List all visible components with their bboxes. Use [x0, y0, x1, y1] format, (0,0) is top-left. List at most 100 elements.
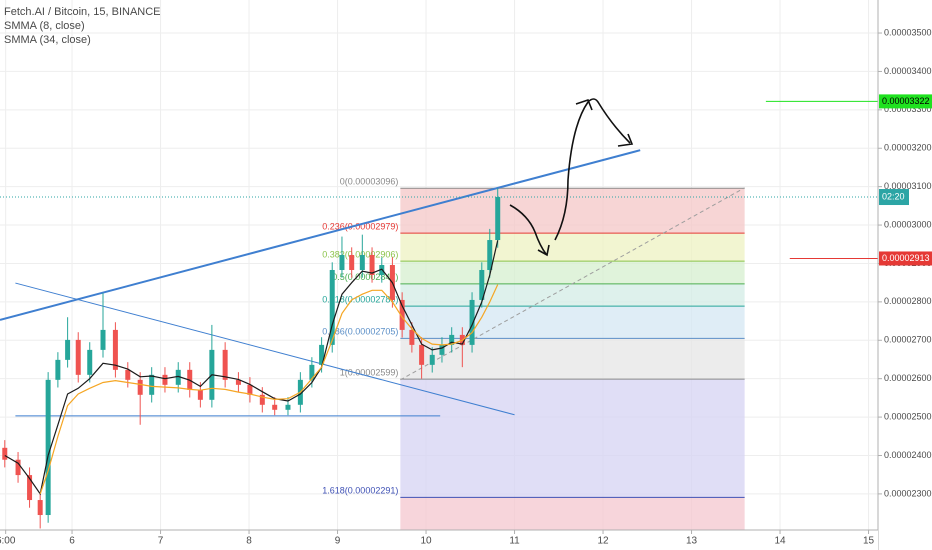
candle-body: [319, 344, 325, 365]
x-tick-label: 12: [597, 536, 609, 547]
labels: 0.00002300 0.00002400 0.00002500 0.00002600…: [0, 27, 932, 547]
arrow-stroke: [509, 204, 547, 255]
y-tick-label: 0.00002500: [884, 411, 932, 421]
candles: [2, 188, 501, 529]
price-label-box: [879, 94, 932, 109]
candle-body: [439, 344, 445, 355]
fib-zone: [400, 233, 745, 262]
fib-zone: [400, 188, 745, 234]
time-axis: [0, 530, 878, 550]
x-tick-label: 11: [509, 536, 520, 547]
candle-body: [359, 255, 365, 270]
price-label: 0.00003322: [882, 96, 930, 106]
price-label-box: [879, 251, 932, 266]
candle-body: [37, 500, 43, 516]
candle-body: [309, 364, 315, 380]
y-tick-label: 0.00003300: [884, 104, 932, 114]
indicator-label: SMMA (8, close): [4, 20, 85, 32]
x-tick-label: 6:00: [0, 536, 16, 547]
y-tick-label: 0.00003400: [884, 66, 932, 76]
fib-zone: [400, 379, 745, 498]
fib-label: 0(0.00003096): [340, 177, 399, 187]
price-label: 0.00002913: [882, 253, 930, 263]
candle-body: [487, 240, 493, 270]
x-tick-label: 15: [863, 536, 875, 547]
fib-zone: [400, 497, 745, 530]
y-tick-label: 0.00003200: [884, 143, 932, 153]
candle-body: [15, 459, 21, 476]
x-tick-label: 13: [686, 536, 698, 547]
x-tick-label: 14: [774, 536, 786, 547]
candle-body: [149, 374, 155, 395]
candle-body: [87, 349, 93, 375]
candle-body: [339, 255, 345, 270]
y-tick-label: 0.00002300: [884, 488, 932, 498]
candle-body: [2, 447, 8, 460]
fib-label: 0.786(0.00002705): [322, 327, 398, 337]
fib-label: 1(0.00002599): [340, 367, 399, 377]
fib-label: 0.382(0.00002906): [322, 250, 398, 260]
candle-body: [419, 344, 425, 365]
fib-zone: [400, 261, 745, 284]
fib-label: 0.618(0.00002789): [322, 294, 398, 304]
candle-body: [222, 349, 228, 380]
candle-body: [399, 299, 405, 330]
y-tick-label: 0.00002700: [884, 335, 932, 345]
candle-body: [369, 255, 375, 275]
x-tick-label: 7: [158, 536, 164, 547]
countdown-box: [879, 189, 909, 206]
candle-body: [125, 369, 131, 380]
candle-body: [329, 269, 335, 345]
fib-label: 1.618(0.00002291): [322, 486, 398, 496]
y-tick-label: 0.00002800: [884, 296, 932, 306]
candle-body: [272, 404, 278, 410]
candle-body: [75, 339, 81, 375]
arrow-head: [617, 133, 634, 147]
x-tick-label: 10: [420, 536, 432, 547]
price-axis: [878, 0, 932, 550]
candle-body: [495, 197, 501, 241]
x-tick-label: 8: [246, 536, 252, 547]
candle-body: [175, 369, 181, 385]
candle-body: [235, 379, 241, 385]
smma-line: [4, 240, 499, 496]
arrow-head: [537, 244, 550, 257]
trendline: [400, 187, 745, 381]
candle-body: [285, 404, 291, 410]
candle-body: [27, 475, 33, 501]
symbol-title: Fetch.AI / Bitcoin, 15, BINANCE: [4, 6, 161, 18]
fib-zone: [400, 338, 745, 380]
x-tick-label: 9: [335, 536, 341, 547]
y-tick-label: 0.00003500: [884, 27, 932, 37]
trendline: [15, 282, 515, 416]
candle-body: [429, 354, 435, 365]
candle-body: [45, 379, 51, 516]
candle-body: [479, 269, 485, 300]
countdown: 02:20: [882, 191, 905, 201]
candle-body: [247, 384, 253, 395]
candle-body: [112, 329, 118, 370]
y-tick-label: 0.00002400: [884, 450, 932, 460]
candle-body: [162, 374, 168, 385]
hand-drawn-arrows: [509, 98, 634, 257]
y-tick-label: 0.00003000: [884, 219, 932, 229]
candle-body: [197, 389, 203, 400]
fib-label: 0.5(0.00002847): [332, 272, 398, 282]
candle-body: [449, 334, 455, 345]
candle-body: [100, 329, 106, 350]
legend: Fetch.AI / Bitcoin, 15, BINANCE SMMA (8,…: [4, 6, 161, 46]
x-tick-label: 6: [69, 536, 75, 547]
candle-body: [55, 359, 61, 380]
candle-body: [469, 299, 475, 345]
candle-body: [349, 255, 355, 270]
y-tick-label: 0.00002600: [884, 373, 932, 383]
indicator-label: SMMA (34, close): [4, 34, 91, 46]
candle-body: [137, 379, 143, 395]
fib-zone: [400, 306, 745, 339]
candle-body: [409, 329, 415, 345]
arrow-head: [575, 99, 593, 111]
candle-body: [259, 394, 265, 405]
candle-body: [65, 339, 71, 360]
